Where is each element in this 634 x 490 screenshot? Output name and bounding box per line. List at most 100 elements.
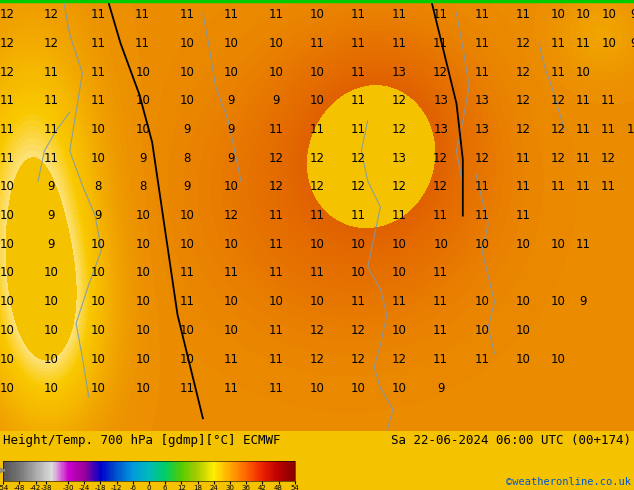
- Text: 10: 10: [91, 123, 106, 136]
- Text: 9: 9: [47, 209, 55, 222]
- Text: 10: 10: [601, 37, 616, 49]
- Text: 11: 11: [43, 123, 58, 136]
- Text: 11: 11: [351, 94, 366, 107]
- Text: 8: 8: [183, 152, 191, 165]
- Text: 11: 11: [179, 295, 195, 308]
- Text: 11: 11: [433, 267, 448, 279]
- Text: 11: 11: [433, 353, 448, 366]
- Text: 11: 11: [268, 324, 283, 337]
- Text: 13: 13: [433, 123, 448, 136]
- Text: 11: 11: [515, 8, 531, 21]
- Text: 10: 10: [135, 238, 150, 251]
- Text: 10: 10: [135, 324, 150, 337]
- Text: 10: 10: [91, 267, 106, 279]
- Text: 12: 12: [392, 180, 407, 193]
- Text: 12: 12: [224, 209, 239, 222]
- Text: 12: 12: [309, 353, 325, 366]
- Text: 10: 10: [515, 295, 531, 308]
- Text: 11: 11: [309, 209, 325, 222]
- Text: 9: 9: [183, 123, 191, 136]
- Text: 10: 10: [515, 324, 531, 337]
- Text: 13: 13: [392, 66, 407, 78]
- Text: 11: 11: [550, 37, 566, 49]
- Text: 9: 9: [228, 152, 235, 165]
- Text: 10: 10: [224, 180, 239, 193]
- Text: 12: 12: [309, 324, 325, 337]
- Text: 12: 12: [433, 66, 448, 78]
- Text: 11: 11: [309, 267, 325, 279]
- Text: 10: 10: [0, 267, 15, 279]
- Text: 10: 10: [224, 66, 239, 78]
- Text: 9: 9: [630, 37, 634, 49]
- Text: 10: 10: [351, 382, 366, 394]
- Text: 11: 11: [433, 8, 448, 21]
- Text: 10: 10: [179, 37, 195, 49]
- Text: 10: 10: [268, 66, 283, 78]
- Text: 12: 12: [626, 123, 634, 136]
- Text: 12: 12: [433, 180, 448, 193]
- Text: 11: 11: [576, 152, 591, 165]
- Text: 10: 10: [43, 324, 58, 337]
- Text: 11: 11: [433, 324, 448, 337]
- Text: 12: 12: [515, 123, 531, 136]
- Text: 11: 11: [43, 66, 58, 78]
- Text: 9: 9: [183, 180, 191, 193]
- Text: 11: 11: [392, 8, 407, 21]
- Text: 13: 13: [474, 123, 489, 136]
- Text: 12: 12: [351, 353, 366, 366]
- Text: 11: 11: [351, 37, 366, 49]
- Text: 10: 10: [474, 295, 489, 308]
- Text: 11: 11: [179, 8, 195, 21]
- Text: 9: 9: [272, 94, 280, 107]
- Text: 10: 10: [179, 238, 195, 251]
- Text: 10: 10: [576, 66, 591, 78]
- Text: 10: 10: [515, 238, 531, 251]
- Text: 11: 11: [224, 382, 239, 394]
- Text: 10: 10: [515, 353, 531, 366]
- Text: 9: 9: [437, 382, 444, 394]
- Text: 10: 10: [43, 267, 58, 279]
- Text: 10: 10: [351, 267, 366, 279]
- Text: 11: 11: [224, 8, 239, 21]
- Text: 10: 10: [0, 324, 15, 337]
- Text: 11: 11: [268, 123, 283, 136]
- Text: 11: 11: [43, 152, 58, 165]
- Text: 12: 12: [550, 152, 566, 165]
- Text: 10: 10: [392, 324, 407, 337]
- Text: 11: 11: [433, 209, 448, 222]
- Text: 12: 12: [268, 180, 283, 193]
- Text: 10: 10: [0, 209, 15, 222]
- Text: 11: 11: [474, 66, 489, 78]
- Text: 10: 10: [309, 382, 325, 394]
- Text: 10: 10: [601, 8, 616, 21]
- Text: 12: 12: [43, 37, 58, 49]
- Text: 11: 11: [474, 209, 489, 222]
- Text: 10: 10: [550, 8, 566, 21]
- Text: 11: 11: [268, 353, 283, 366]
- Text: 10: 10: [224, 37, 239, 49]
- Text: 8: 8: [94, 180, 102, 193]
- Text: 11: 11: [268, 382, 283, 394]
- Text: 10: 10: [433, 238, 448, 251]
- Text: 10: 10: [392, 238, 407, 251]
- Text: 10: 10: [91, 152, 106, 165]
- Text: 12: 12: [392, 94, 407, 107]
- Text: 11: 11: [91, 66, 106, 78]
- Text: 10: 10: [43, 353, 58, 366]
- Text: 10: 10: [135, 353, 150, 366]
- Text: 10: 10: [268, 295, 283, 308]
- Text: 10: 10: [91, 353, 106, 366]
- Text: 12: 12: [550, 123, 566, 136]
- Text: 11: 11: [601, 94, 616, 107]
- Text: 11: 11: [179, 267, 195, 279]
- Text: 11: 11: [392, 37, 407, 49]
- Text: 11: 11: [576, 94, 591, 107]
- Text: 11: 11: [135, 37, 150, 49]
- Text: 10: 10: [268, 37, 283, 49]
- Text: 9: 9: [228, 94, 235, 107]
- Text: 11: 11: [601, 123, 616, 136]
- Text: 12: 12: [351, 324, 366, 337]
- Text: 12: 12: [0, 66, 15, 78]
- Text: 10: 10: [91, 382, 106, 394]
- Text: 11: 11: [515, 209, 531, 222]
